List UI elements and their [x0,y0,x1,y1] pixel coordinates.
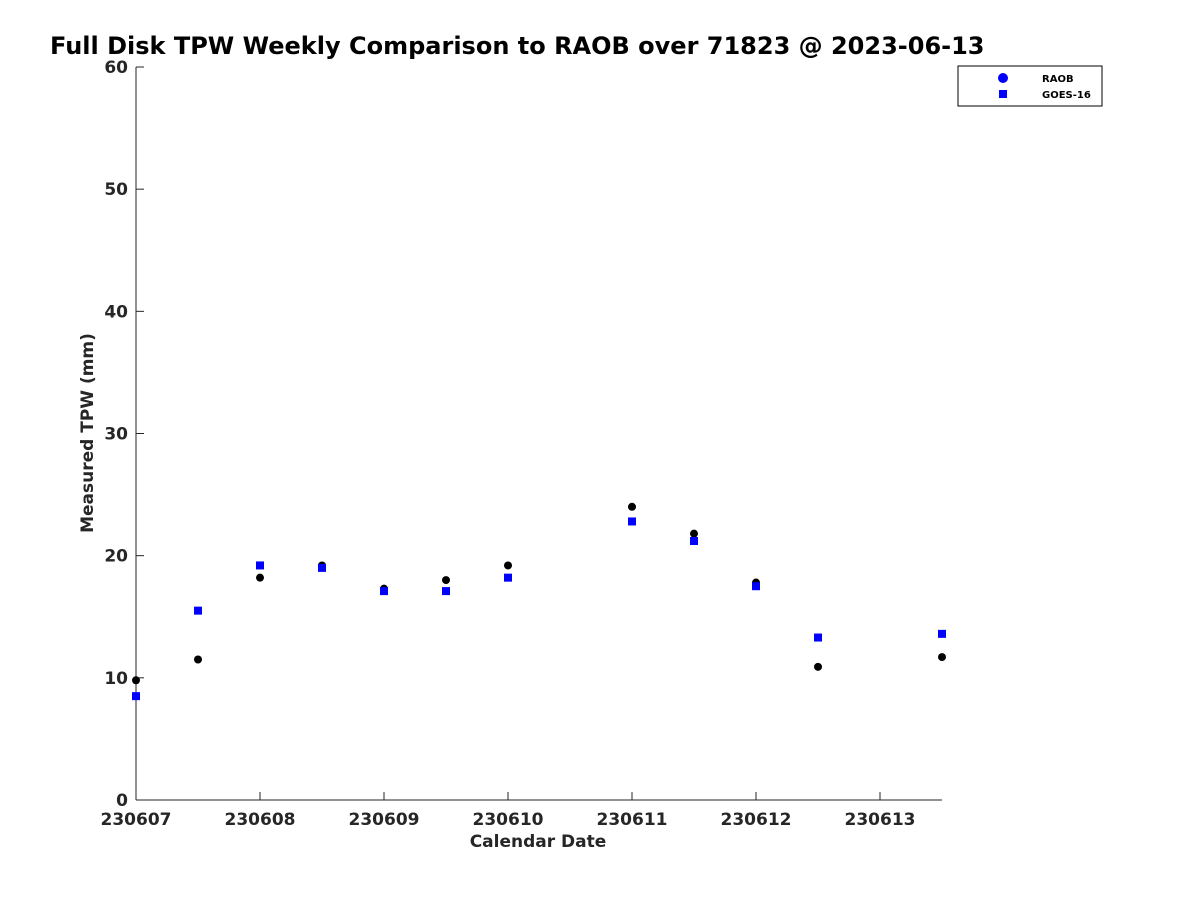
data-point-raob [194,655,202,664]
data-point-raob [628,502,636,511]
y-tick-label: 20 [104,547,128,567]
legend-marker-raob [998,73,1008,83]
data-point-raob [504,561,512,570]
chart-title: Full Disk TPW Weekly Comparison to RAOB … [50,32,985,60]
data-point-goes-16 [318,563,326,572]
data-point-goes-16 [194,606,202,615]
legend-label-goes-16: GOES-16 [1042,90,1091,101]
data-point-raob [814,662,822,671]
y-tick-label: 40 [104,302,128,322]
y-axis-label: Measured TPW (mm) [78,333,98,533]
data-point-raob [132,676,140,685]
y-tick-label: 60 [104,58,128,78]
data-point-goes-16 [628,517,636,526]
legend-box [957,65,1103,107]
x-tick-label: 230609 [349,810,420,830]
legend-entry-goes-16: GOES-16 [999,90,1091,101]
x-tick-label: 230608 [225,810,296,830]
legend-marker-goes-16 [999,90,1007,98]
x-tick-label: 230611 [597,810,668,830]
legend-label-raob: RAOB [1042,74,1074,85]
data-point-goes-16 [814,633,822,642]
data-point-goes-16 [504,573,512,582]
data-point-goes-16 [442,587,450,596]
x-tick-label: 230607 [101,810,172,830]
data-point-goes-16 [380,587,388,596]
data-point-raob [938,653,946,662]
data-point-goes-16 [690,537,698,546]
data-point-raob [442,576,450,585]
plot-area: 0 10 20 30 40 50 60 230607 230608 230609 230610 230… [101,58,946,830]
x-axis-label: Calendar Date [470,832,607,852]
y-tick-label: 0 [116,791,128,811]
y-tick-label: 50 [104,180,128,200]
legend-entry-raob: RAOB [998,73,1074,85]
data-point-raob [690,529,698,538]
legend: RAOB GOES-16 [957,65,1103,107]
x-tick-label: 230612 [721,810,792,830]
data-point-goes-16 [132,692,140,701]
x-tick-label: 230613 [845,810,916,830]
data-point-goes-16 [752,582,760,591]
x-tick-label: 230610 [473,810,544,830]
y-tick-label: 10 [104,669,128,689]
data-point-raob [256,573,264,582]
y-tick-label: 30 [104,425,128,445]
data-point-goes-16 [256,561,264,570]
data-point-goes-16 [938,629,946,638]
